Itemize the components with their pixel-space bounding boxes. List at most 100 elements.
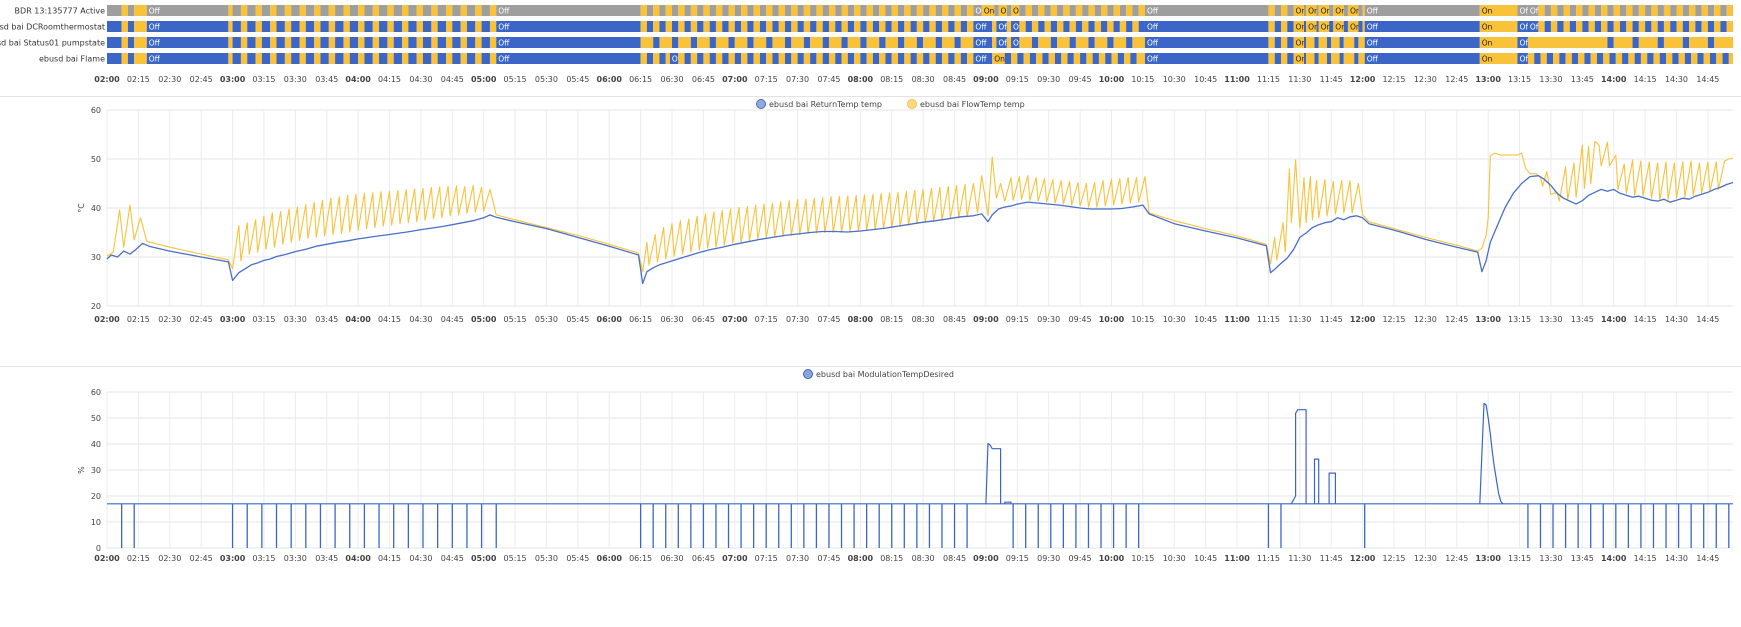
timeline-segment-off	[1594, 21, 1602, 32]
timeline-segment-off	[422, 21, 432, 32]
timeline-segment-off	[437, 53, 447, 64]
timeline-segment-off	[1126, 21, 1133, 32]
timeline-segment-off	[1019, 5, 1026, 16]
timeline-segment-on	[1268, 5, 1275, 16]
timeline-segment-on	[431, 5, 438, 16]
x-tick-label: 10:00	[1099, 75, 1125, 84]
timeline-segment-on	[1268, 21, 1275, 32]
timeline-segment-off	[659, 5, 666, 16]
timeline-segment-off	[146, 21, 229, 32]
x-tick-label: 13:00	[1475, 554, 1501, 563]
timeline-segment-off	[835, 53, 842, 64]
timeline-segment-off	[872, 5, 880, 16]
timeline-segment-on	[240, 37, 248, 48]
x-tick-label: 09:15	[1006, 554, 1029, 563]
timeline-segment-on	[475, 21, 482, 32]
timeline-segment-off	[1707, 37, 1715, 48]
timeline-segment-off	[107, 5, 122, 16]
timeline-segment-off	[379, 37, 388, 48]
y-tick-label: 10	[91, 518, 101, 527]
x-tick-label: 07:30	[786, 315, 809, 324]
timeline-segment-on	[734, 37, 748, 48]
timeline-segment-on	[475, 53, 482, 64]
timeline-segment-on	[1318, 37, 1328, 48]
timeline-segment-on	[715, 5, 723, 16]
timeline-segment-on	[1107, 21, 1114, 32]
timeline-segment-off	[1117, 53, 1125, 64]
x-tick-label: 09:45	[1069, 554, 1092, 563]
x-tick-label: 11:00	[1224, 554, 1250, 563]
timeline-segment-label: On	[1335, 7, 1346, 16]
timeline-segment-on	[475, 37, 482, 48]
x-tick-label: 05:45	[566, 315, 589, 324]
timeline-segment-on	[778, 53, 786, 64]
x-tick-label: 08:00	[848, 315, 874, 324]
timeline-segment-on	[866, 21, 873, 32]
timeline-segment-on	[431, 37, 438, 48]
timeline-segment-on	[929, 53, 936, 64]
timeline-segment-on	[1111, 53, 1118, 64]
timeline-segment-off	[709, 21, 716, 32]
x-tick-label: 03:45	[315, 75, 338, 84]
timeline-segment-off	[1695, 5, 1702, 16]
timeline-segment-off	[408, 53, 417, 64]
timeline-segment-on	[372, 53, 380, 64]
x-tick-label: 08:45	[943, 554, 966, 563]
timeline-segment-on	[1006, 37, 1012, 48]
timeline-segment-off	[672, 37, 679, 48]
x-tick-label: 14:45	[1696, 315, 1719, 324]
x-tick-label: 04:00	[345, 315, 371, 324]
x-tick-label: 10:45	[1194, 315, 1217, 324]
timeline-segment-on	[299, 37, 306, 48]
timeline-segment-on	[1663, 5, 1671, 16]
timeline-segment-label: Off	[1519, 55, 1531, 64]
timeline-segment-off	[747, 21, 754, 32]
timeline-segment-on	[1019, 37, 1032, 48]
x-tick-label: 08:15	[880, 554, 903, 563]
timeline-segment-off	[1343, 5, 1348, 16]
timeline-segment-on	[741, 5, 748, 16]
timeline-segment-on	[416, 21, 423, 32]
x-tick-label: 06:15	[629, 75, 652, 84]
timeline-segment-off	[709, 37, 716, 48]
timeline-segment-off	[1582, 5, 1589, 16]
timeline-segment-off	[1031, 37, 1039, 48]
timeline-segment-off	[1126, 37, 1133, 48]
modulation-peak	[985, 442, 1002, 504]
timeline-segment-off	[364, 53, 373, 64]
timeline-segment-on	[640, 21, 647, 32]
x-tick-label: 11:15	[1257, 554, 1280, 563]
timeline-segment-off	[734, 53, 742, 64]
timeline-segment-off	[659, 53, 666, 64]
timeline-segment-off	[916, 37, 924, 48]
timeline-segment-off	[452, 21, 461, 32]
timeline-segment-on	[923, 37, 936, 48]
timeline-segment-off	[1144, 21, 1269, 32]
timeline-segment-off	[1287, 37, 1294, 48]
timeline-segment-off	[408, 5, 417, 16]
timeline-segment-on	[1550, 21, 1558, 32]
timeline-segment-off	[1132, 5, 1139, 16]
timeline-segment-on	[299, 53, 306, 64]
x-tick-label: 06:15	[629, 315, 652, 324]
x-tick-label: 12:45	[1445, 554, 1468, 563]
timeline-segment-off	[835, 5, 842, 16]
x-tick-label: 12:30	[1414, 554, 1437, 563]
timeline-segment-off	[697, 21, 704, 32]
timeline-row-label: BDR 13:135777 Active	[15, 7, 106, 16]
timeline-segment-on	[358, 53, 365, 64]
timeline-segment-off	[847, 53, 855, 64]
timeline-segment-on	[1613, 21, 1620, 32]
timeline-segment-off	[935, 21, 942, 32]
timeline-segment-off	[276, 5, 285, 16]
x-tick-label: 14:00	[1601, 75, 1627, 84]
timeline-segment-on	[1333, 21, 1344, 32]
timeline-segment-off	[1517, 37, 1528, 48]
timeline-segment-off	[935, 53, 942, 64]
x-tick-label: 09:30	[1037, 315, 1060, 324]
timeline-segment-off	[1063, 21, 1070, 32]
timeline-segment-off	[879, 37, 886, 48]
timeline-segment-off	[1031, 5, 1039, 16]
timeline-segment-off	[305, 5, 315, 16]
timeline-segment-off	[847, 5, 855, 16]
